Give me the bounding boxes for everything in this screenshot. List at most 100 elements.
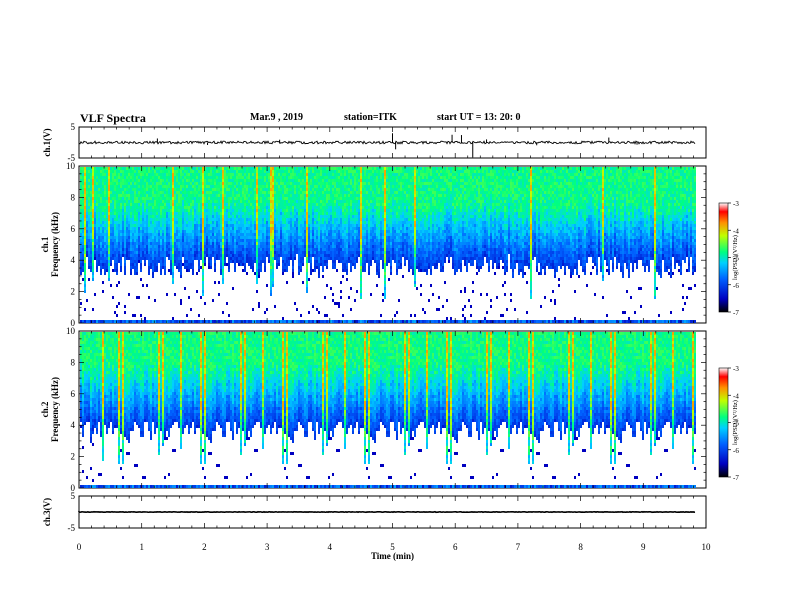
spectrogram-cell — [300, 245, 302, 248]
spectrogram-cell — [216, 233, 218, 236]
spectrogram-cell — [222, 212, 224, 215]
spectrogram-cell — [234, 320, 236, 323]
spectrogram-cell — [242, 248, 244, 251]
spectrogram-cell — [286, 263, 288, 266]
spectrogram-cell — [142, 203, 144, 206]
spectrogram-cell — [218, 182, 220, 185]
spectrogram-cell — [132, 221, 134, 224]
spectrogram-cell — [322, 191, 324, 194]
spectrogram-cell — [170, 221, 172, 224]
spectrogram-cell — [222, 221, 224, 224]
spectrogram-cell — [190, 173, 192, 176]
spectrogram-cell — [242, 263, 244, 266]
spectrogram-cell — [248, 206, 250, 209]
spectrogram-cell — [322, 233, 324, 236]
spectrogram-cell — [146, 320, 148, 323]
spectrogram-cell — [102, 167, 104, 170]
spectrogram-cell — [326, 263, 328, 266]
spectrogram-cell — [322, 248, 324, 251]
spectrogram-cell — [88, 191, 90, 194]
spectrogram-cell — [188, 269, 190, 272]
spectrogram-cell — [310, 320, 312, 323]
spectrogram-cell — [164, 245, 166, 248]
spectrogram-cell — [84, 278, 86, 281]
spectrogram-cell — [232, 173, 234, 176]
spectrogram-cell — [326, 191, 328, 194]
spectrogram-cell — [90, 242, 92, 245]
spectrogram-cell — [148, 200, 150, 203]
spectrogram-cell — [280, 221, 282, 224]
spectrogram-cell — [258, 206, 260, 209]
spectrogram-cell — [310, 176, 312, 179]
spectrogram-cell — [106, 260, 108, 263]
spectrogram-cell — [236, 248, 238, 251]
spectrogram-cell — [290, 191, 292, 194]
spectrogram-cell — [134, 230, 136, 233]
spectrogram-cell — [122, 179, 124, 182]
spectrogram-cell — [294, 236, 296, 239]
spectrogram-cell — [308, 239, 310, 242]
spectrogram-cell — [216, 194, 218, 197]
spectrogram-cell — [330, 203, 332, 206]
spectrogram-cell — [268, 248, 270, 251]
spectrogram-cell — [198, 314, 200, 317]
spectrogram-cell — [138, 170, 140, 173]
spectrogram-cell — [100, 230, 102, 233]
spectrogram-cell — [220, 212, 222, 215]
spectrogram-cell — [100, 242, 102, 245]
spectrogram-cell — [260, 209, 262, 212]
spectrogram-cell — [190, 260, 192, 263]
spectrogram-cell — [332, 167, 334, 170]
spectrogram-cell — [312, 227, 314, 230]
spectrogram-cell — [174, 260, 176, 263]
spectrogram-cell — [114, 179, 116, 182]
spectrogram-cell — [308, 197, 310, 200]
spectrogram-cell — [162, 203, 164, 206]
spectrogram-cell — [310, 185, 312, 188]
spectrogram-cell — [208, 233, 210, 236]
spectrogram-cell — [300, 221, 302, 224]
spectrogram-cell — [224, 224, 226, 227]
spectrogram-cell — [154, 209, 156, 212]
spectrogram-cell — [176, 251, 178, 254]
spectrogram-cell — [220, 251, 222, 254]
spectrogram-cell — [210, 251, 212, 254]
spectrogram-cell — [316, 263, 318, 266]
spectrogram-cell — [338, 305, 340, 308]
spectrogram-cell — [224, 212, 226, 215]
spectrogram-cell — [302, 191, 304, 194]
spectrogram-cell — [82, 233, 84, 236]
spectrogram-cell — [162, 170, 164, 173]
spectrogram-cell — [178, 197, 180, 200]
spectrogram-cell — [156, 185, 158, 188]
spectrogram-cell — [272, 218, 274, 221]
spectrogram-cell — [250, 227, 252, 230]
spectrogram-cell — [256, 224, 258, 227]
spectrogram-cell — [282, 206, 284, 209]
spectrogram-cell — [120, 200, 122, 203]
spectrogram-cell — [110, 179, 112, 182]
spectrogram-cell — [324, 236, 326, 239]
spectrogram-cell — [112, 191, 114, 194]
spectrogram-cell — [228, 176, 230, 179]
spectrogram-cell — [176, 176, 178, 179]
spectrogram-cell — [290, 251, 292, 254]
spectrogram-cell — [140, 278, 142, 281]
spectrogram-cell — [332, 170, 334, 173]
spectrogram-cell — [206, 191, 208, 194]
spectrogram-cell — [92, 194, 94, 197]
spectrogram-cell — [156, 197, 158, 200]
spectrogram-cell — [268, 203, 270, 206]
spectrogram-cell — [238, 167, 240, 170]
spectrogram-cell — [270, 218, 272, 221]
spectrogram-cell — [204, 185, 206, 188]
spectrogram-cell — [192, 230, 194, 233]
spectrogram-cell — [334, 242, 336, 245]
spectrogram-cell — [328, 239, 330, 242]
spectrogram-cell — [200, 170, 202, 173]
spectrogram-cell — [226, 233, 228, 236]
spectrogram-cell — [198, 260, 200, 263]
spectrogram-cell — [172, 218, 174, 221]
spectrogram-cell — [186, 221, 188, 224]
spectrogram-cell — [136, 170, 138, 173]
